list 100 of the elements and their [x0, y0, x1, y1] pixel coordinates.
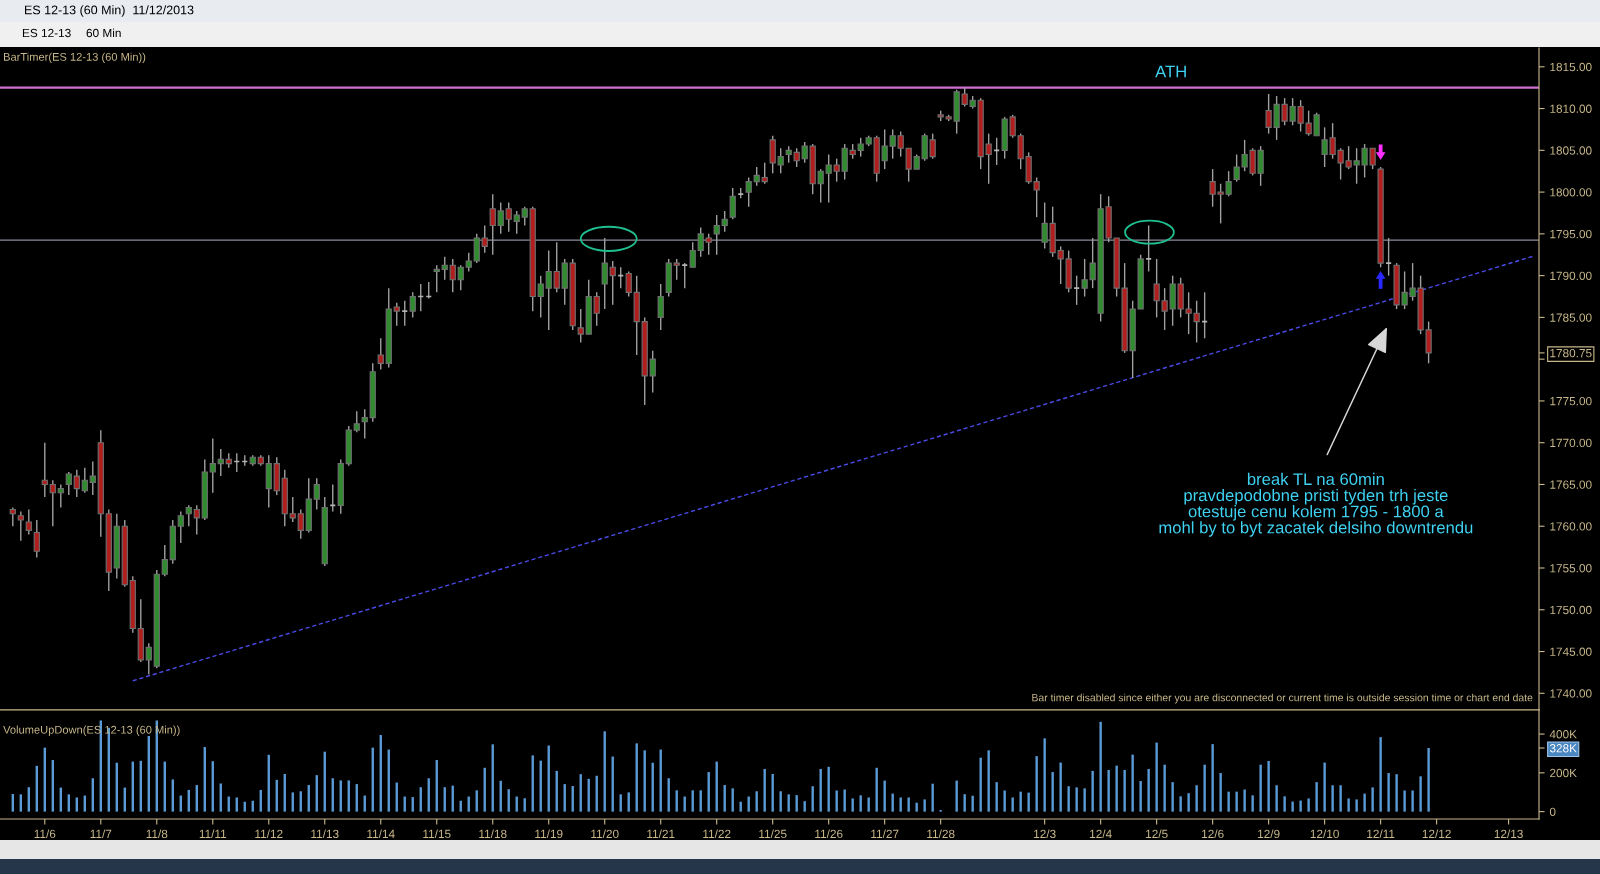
- bar: [1291, 801, 1294, 812]
- x-tick-label: 11/18: [479, 829, 507, 839]
- bar: [1347, 798, 1350, 812]
- bar: [1203, 764, 1206, 812]
- bar: [963, 794, 966, 812]
- candlestick: [193, 504, 200, 536]
- y-tick-label: 328K: [1549, 744, 1577, 753]
- bar: [1267, 761, 1270, 812]
- candlestick: [361, 408, 368, 440]
- bar: [875, 767, 878, 812]
- bar: [1275, 785, 1278, 812]
- annotation: BarTimer(ES 12-13 (60 Min)): [3, 52, 146, 63]
- y-tick-label: 1775.00: [1550, 396, 1592, 406]
- ref-line-label: ATH: [1155, 65, 1186, 78]
- y-tick-label: 1740.00: [1550, 689, 1592, 698]
- y-tick-label: 1810.00: [1550, 104, 1592, 113]
- x-tick-label: 11/25: [759, 829, 787, 839]
- candlestick: [513, 210, 520, 235]
- candlestick: [17, 510, 24, 542]
- candlestick: [73, 469, 80, 498]
- bar: [923, 799, 926, 812]
- bar: [1419, 776, 1422, 812]
- bar: [1219, 773, 1222, 812]
- bar: [1331, 785, 1334, 812]
- x-tick-label: 11/12: [255, 829, 283, 839]
- text: ES 12-13: [22, 28, 71, 38]
- bar: [1259, 764, 1262, 812]
- bar: [1019, 791, 1022, 812]
- candlestick: [313, 477, 320, 511]
- bar: [1227, 791, 1230, 812]
- candlestick: [537, 274, 544, 319]
- bar: [907, 797, 910, 812]
- y-tick-label: 1790.00: [1550, 271, 1592, 281]
- bar: [1187, 793, 1190, 812]
- bar: [779, 791, 782, 812]
- candlestick: [353, 410, 360, 433]
- bar: [1083, 788, 1086, 812]
- candlestick: [441, 256, 448, 281]
- bar: [1011, 797, 1014, 812]
- chart-title: ES 12-13 (60 Min) 11/12/2013: [25, 5, 194, 17]
- bar: [1131, 754, 1134, 812]
- candlestick: [593, 291, 600, 327]
- x-tick-label: 11/27: [871, 829, 899, 839]
- candlestick: [489, 193, 496, 256]
- bar: [891, 793, 894, 812]
- candlestick: [161, 544, 168, 578]
- bar: [1123, 769, 1126, 812]
- x-tick-label: 11/22: [703, 829, 731, 839]
- candlestick: [177, 510, 184, 544]
- bar: [1163, 764, 1166, 812]
- bar: [867, 797, 870, 812]
- bar: [987, 750, 990, 812]
- x-tick-label: 11/6: [34, 829, 56, 839]
- annotation: Bar timer disabled since either you are disconnected or current time is outside session time or chart end date: [1032, 693, 1533, 704]
- bar: [1307, 798, 1310, 812]
- bar: [1251, 795, 1254, 812]
- bar: [1411, 790, 1414, 812]
- candlestick: [377, 337, 384, 371]
- bar: [1059, 762, 1062, 812]
- bar: [1107, 769, 1110, 812]
- bar: [1195, 785, 1198, 812]
- y-tick-label: 0: [1549, 807, 1556, 817]
- bar: [979, 757, 982, 812]
- candlestick: [409, 291, 416, 319]
- candlestick: [217, 448, 224, 477]
- y-tick-label: 1780.75: [1550, 348, 1592, 358]
- annotation: break TL na 60min pravdepodobne pristi tyden trh jeste otestuje cenu kolem 1795 - 1800 a mohl by to byt zacatek delsiho downtrendu: [1159, 472, 1473, 537]
- candlestick: [545, 249, 552, 331]
- candlestick: [433, 264, 440, 294]
- bar: [883, 780, 886, 812]
- x-tick-label: 11/20: [591, 829, 619, 839]
- bar: [1099, 721, 1102, 812]
- candlestick: [553, 241, 560, 294]
- bar: [1427, 748, 1430, 812]
- x-tick-label: 12/3: [1034, 829, 1056, 839]
- x-tick-label: 11/13: [311, 829, 339, 839]
- x-tick-label: 11/11: [199, 829, 227, 839]
- candlestick: [481, 224, 488, 254]
- x-tick-label: 12/11: [1367, 829, 1395, 839]
- candlestick: [33, 519, 40, 559]
- y-tick-label: 1800.00: [1550, 188, 1592, 197]
- y-tick-label: 1795.00: [1550, 229, 1592, 239]
- x-tick-label: 11/8: [146, 829, 168, 839]
- candlestick: [521, 206, 528, 227]
- candlestick: [209, 437, 216, 494]
- y-tick-label: 1765.00: [1550, 480, 1592, 489]
- bar: [1179, 796, 1182, 812]
- bar: [1371, 787, 1374, 812]
- candlestick: [89, 460, 96, 496]
- bar: [1051, 772, 1054, 812]
- bar: [1027, 792, 1030, 812]
- candlestick: [657, 283, 664, 331]
- bar: [1403, 790, 1406, 812]
- bar: [1035, 756, 1038, 812]
- y-tick-label: 1805.00: [1550, 146, 1592, 155]
- candlestick: [673, 258, 680, 281]
- candlestick: [49, 479, 56, 527]
- x-tick-label: 12/9: [1258, 829, 1280, 839]
- x-tick-label: 11/14: [367, 829, 395, 839]
- bar: [819, 768, 822, 812]
